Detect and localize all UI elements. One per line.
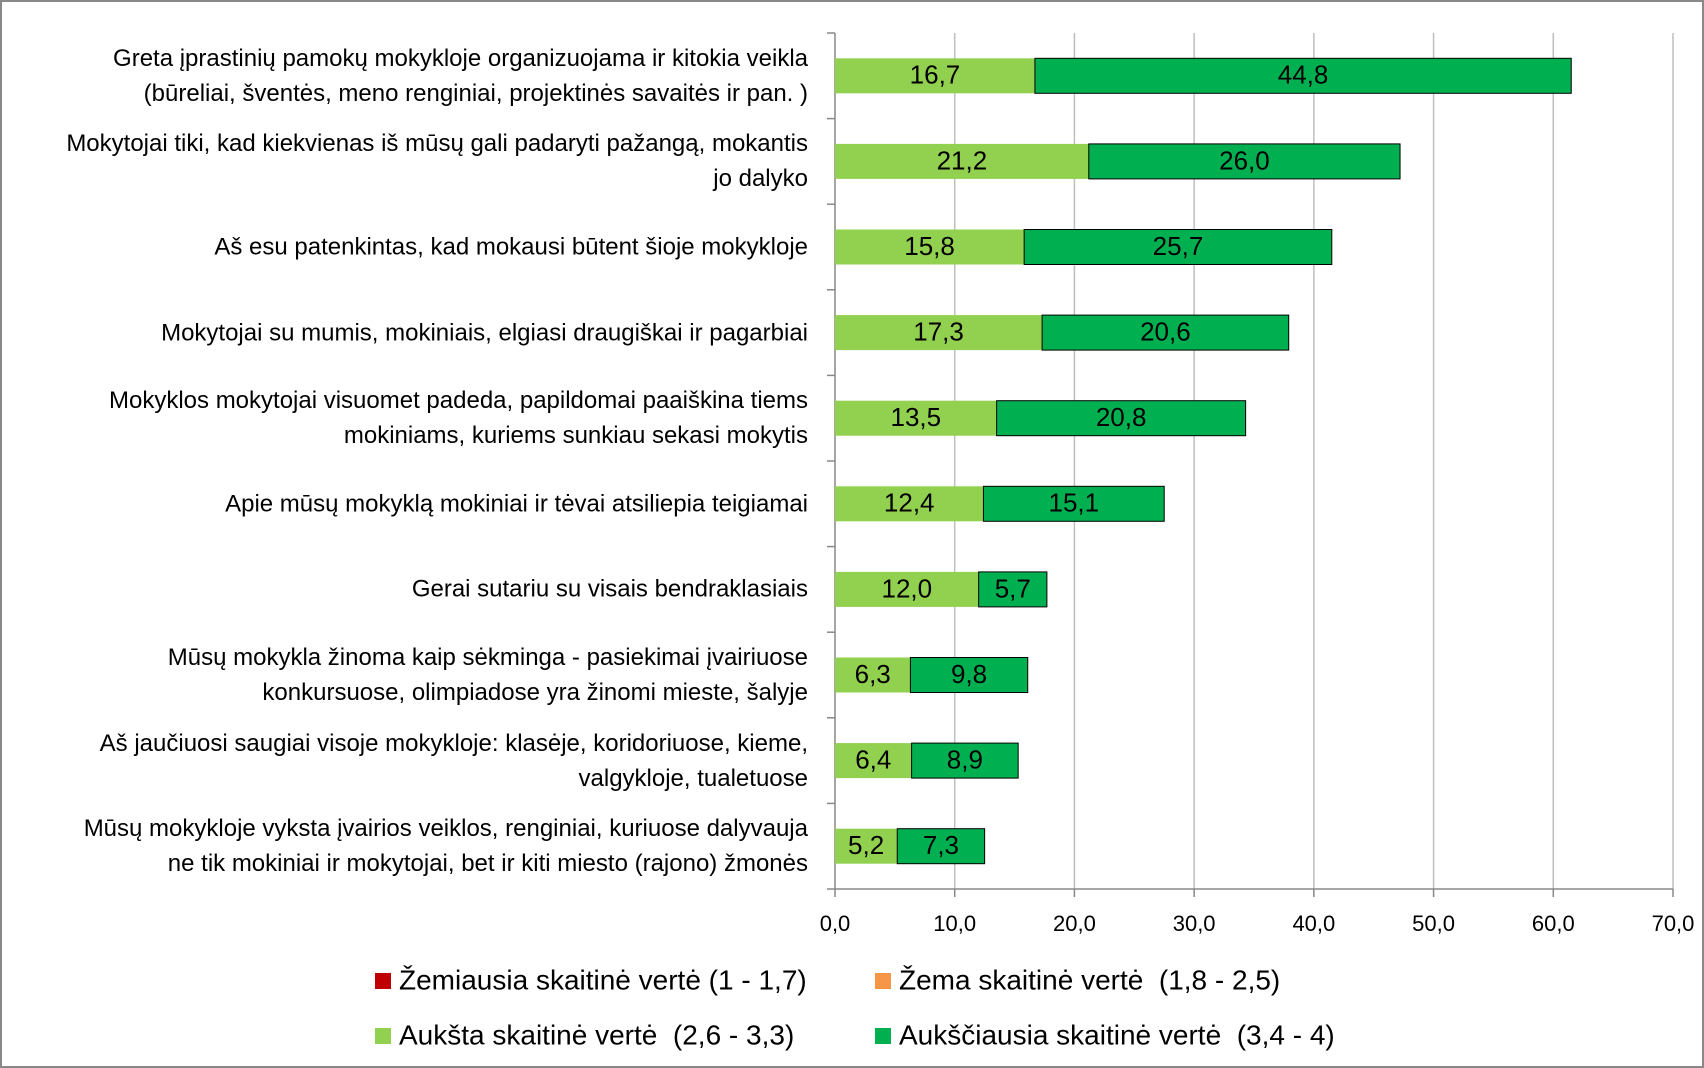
bar xyxy=(996,400,1247,437)
legend-swatch xyxy=(875,1028,891,1044)
category-label: Apie mūsų mokyklą mokiniai ir tėvai atsi… xyxy=(225,490,808,518)
legend-swatch xyxy=(875,973,891,989)
data-label: 21,2 xyxy=(937,145,988,175)
data-label: 15,8 xyxy=(904,231,955,261)
bar xyxy=(896,828,986,865)
data-label: 12,0 xyxy=(882,573,933,603)
data-label: 9,8 xyxy=(951,659,987,689)
x-tick-label: 50,0 xyxy=(1412,911,1455,936)
bar xyxy=(835,58,1035,94)
bar xyxy=(909,657,1029,693)
data-label: 13,5 xyxy=(891,402,942,432)
bar xyxy=(982,485,1165,522)
x-tick-label: 30,0 xyxy=(1173,911,1216,936)
legend-swatch xyxy=(375,1028,391,1044)
data-label: 26,0 xyxy=(1219,145,1270,175)
x-tick-label: 20,0 xyxy=(1053,911,1096,936)
category-label: Greta įprastinių pamokų mokykloje organi… xyxy=(113,44,808,107)
data-label: 44,8 xyxy=(1278,60,1329,90)
bar xyxy=(835,743,912,779)
category-label: Mokytojai su mumis, mokiniais, elgiasi d… xyxy=(161,319,808,347)
bar xyxy=(835,229,1025,265)
bar xyxy=(911,742,1019,779)
bar xyxy=(1041,314,1290,351)
legend-swatch xyxy=(375,973,391,989)
category-label: Mokyklos mokytojai visuomet padeda, papi… xyxy=(109,387,808,450)
bar xyxy=(1088,143,1401,180)
x-tick-label: 10,0 xyxy=(933,911,976,936)
data-label: 15,1 xyxy=(1049,488,1100,518)
data-label: 6,4 xyxy=(855,744,891,774)
legend-label: Žemiausia skaitinė vertė (1 - 1,7) xyxy=(399,964,807,995)
data-label: 5,2 xyxy=(848,830,884,860)
x-tick-label: 40,0 xyxy=(1292,911,1335,936)
category-label: Gerai sutariu su visais bendraklasiais xyxy=(411,575,808,603)
data-label: 20,8 xyxy=(1096,402,1147,432)
bar xyxy=(835,657,911,693)
bar xyxy=(978,571,1048,608)
x-tick-label: 0,0 xyxy=(820,911,851,936)
data-label: 20,6 xyxy=(1140,316,1191,346)
legend-label: Aukšta skaitinė vertė (2,6 - 3,3) xyxy=(399,1019,794,1050)
category-label: Mokytojai tiki, kad kiekvienas iš mūsų g… xyxy=(66,130,808,193)
bar xyxy=(835,315,1043,351)
x-tick-label: 70,0 xyxy=(1652,911,1695,936)
bar xyxy=(835,486,984,522)
data-label: 25,7 xyxy=(1153,231,1204,261)
data-label: 16,7 xyxy=(910,60,961,90)
data-label: 6,3 xyxy=(855,659,891,689)
bar xyxy=(1034,57,1572,94)
data-label: 17,3 xyxy=(913,316,964,346)
legend-label: Žema skaitinė vertė (1,8 - 2,5) xyxy=(899,964,1280,995)
data-label: 8,9 xyxy=(947,744,983,774)
bar xyxy=(835,828,898,864)
bar xyxy=(835,400,997,436)
bar xyxy=(835,143,1089,179)
data-label: 5,7 xyxy=(995,573,1031,603)
data-label: 12,4 xyxy=(884,488,935,518)
category-label: Mūsų mokykloje vyksta įvairios veiklos, … xyxy=(83,815,808,878)
category-label: Mūsų mokykla žinoma kaip sėkminga - pasi… xyxy=(167,644,808,706)
category-label: Aš jaučiuosi saugiai visoje mokykloje: k… xyxy=(99,729,808,792)
data-label: 7,3 xyxy=(923,830,959,860)
category-label: Aš esu patenkintas, kad mokausi būtent š… xyxy=(214,233,808,261)
x-tick-label: 60,0 xyxy=(1532,911,1575,936)
bar xyxy=(835,571,979,607)
bar xyxy=(1023,229,1333,265)
legend-label: Aukščiausia skaitinė vertė (3,4 - 4) xyxy=(899,1019,1335,1050)
